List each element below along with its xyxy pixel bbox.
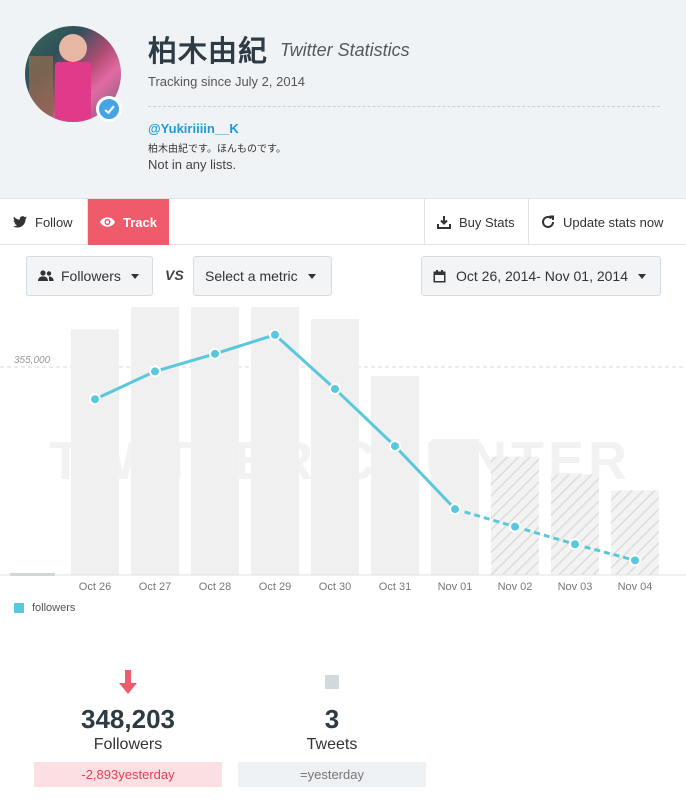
users-icon [38, 270, 54, 281]
twitter-bird-icon [13, 216, 27, 228]
twitter-handle-link[interactable]: @Yukiriiiin__K [148, 121, 239, 136]
series-line-segment [514, 525, 576, 546]
x-tick-label: Oct 29 [259, 581, 291, 593]
chart-bar[interactable] [311, 318, 359, 575]
tweets-change-suffix: yesterday [307, 767, 364, 782]
buy-stats-button[interactable]: Buy Stats [424, 199, 529, 245]
profile-header: 柏木由紀 Twitter Statistics Tracking since J… [0, 0, 686, 199]
chart-bar[interactable] [71, 329, 119, 575]
metric-primary-label: Followers [61, 268, 121, 284]
tweets-stat: 3 Tweets =yesterday [238, 668, 426, 787]
followers-count: 348,203 [81, 704, 175, 734]
square-icon [325, 675, 339, 689]
data-point[interactable] [149, 365, 161, 378]
followers-stat: 348,203 Followers -2,893yesterday [34, 668, 222, 787]
chart-bar[interactable] [491, 456, 539, 575]
update-stats-button[interactable]: Update stats now [529, 199, 686, 245]
series-line-segment [273, 333, 337, 391]
series-line-segment [333, 387, 397, 448]
followers-change-suffix: yesterday [118, 767, 175, 782]
metric-dropdown-secondary[interactable]: Select a metric [193, 256, 332, 296]
profile-name: 柏木由紀 [148, 36, 269, 68]
page-subtitle: Twitter Statistics [280, 40, 410, 60]
track-button[interactable]: Track [88, 199, 169, 245]
data-point[interactable] [389, 440, 401, 453]
follow-label: Follow [35, 214, 73, 230]
metric-secondary-label: Select a metric [205, 268, 298, 284]
x-tick-label: Nov 03 [558, 581, 593, 593]
lists-info: Not in any lists. [148, 157, 237, 172]
track-label: Track [123, 214, 157, 230]
data-point[interactable] [509, 520, 521, 533]
eye-icon [100, 217, 115, 227]
data-point[interactable] [329, 382, 341, 395]
follow-button[interactable]: Follow [0, 199, 88, 245]
tweets-label: Tweets [306, 736, 358, 753]
chevron-down-icon [307, 273, 316, 279]
metric-dropdown-primary[interactable]: Followers [26, 256, 153, 296]
action-toolbar: Follow Track Buy Stats Update stats now [0, 199, 686, 245]
header-divider [148, 106, 660, 107]
chart-bar[interactable] [551, 474, 599, 575]
data-point[interactable] [569, 538, 581, 551]
series-line-segment [454, 507, 516, 529]
chevron-down-icon [130, 273, 139, 279]
update-stats-label: Update stats now [563, 214, 664, 230]
tweets-change-value: = [300, 767, 308, 782]
series-line-segment [214, 333, 276, 356]
chevron-down-icon [638, 273, 646, 279]
date-range-label: Oct 26, 2014- Nov 01, 2014 [456, 268, 628, 284]
chart-bar[interactable] [191, 283, 239, 575]
series-line-segment [154, 352, 216, 373]
x-tick-label: Oct 26 [79, 581, 111, 593]
verified-badge-icon [96, 96, 122, 122]
x-tick-label: Oct 30 [319, 581, 351, 593]
chart-legend: followers [14, 602, 75, 614]
x-tick-label: Oct 27 [139, 581, 171, 593]
x-tick-label: Oct 31 [379, 581, 411, 593]
vs-label: VS [165, 267, 184, 283]
tracking-since: Tracking since July 2, 2014 [148, 74, 306, 89]
calendar-icon [433, 269, 446, 282]
tweets-change-badge: =yesterday [238, 762, 426, 787]
date-range-picker[interactable]: Oct 26, 2014- Nov 01, 2014 [421, 256, 661, 296]
x-tick-label: Nov 01 [438, 581, 473, 593]
refresh-icon [542, 215, 554, 228]
data-point[interactable] [209, 347, 221, 360]
x-tick-label: Oct 28 [199, 581, 231, 593]
chart-bar[interactable] [131, 301, 179, 575]
chart-bar[interactable] [251, 264, 299, 575]
download-icon [437, 216, 451, 229]
series-line-segment [94, 370, 156, 401]
series-line-segment [393, 445, 457, 511]
data-point[interactable] [89, 393, 101, 406]
data-point[interactable] [269, 328, 281, 341]
profile-bio: 柏木由紀です。ほんものです。 [148, 144, 286, 155]
buy-stats-label: Buy Stats [459, 214, 515, 230]
chart-controls: Followers Select a metric Oct 26, 2014- … [0, 245, 686, 307]
followers-change-badge: -2,893yesterday [34, 762, 222, 787]
chart-svg: TWITTER COUNTER 355,000 Oct 26 Oct 27 Oct … [0, 264, 686, 593]
legend-label: followers [32, 602, 76, 614]
avatar[interactable] [25, 26, 121, 122]
legend-swatch [14, 603, 24, 613]
series-line-segment [574, 542, 636, 562]
x-tick-label: Nov 02 [498, 581, 533, 593]
followers-label: Followers [93, 736, 163, 753]
followers-chart: TWITTER COUNTER 355,000 Oct 26 Oct 27 Oct … [0, 264, 686, 599]
tweets-count: 3 [324, 704, 340, 734]
chart-baseline-marker [10, 573, 55, 576]
data-point[interactable] [629, 554, 641, 567]
data-point[interactable] [449, 503, 461, 516]
x-tick-label: Nov 04 [618, 581, 653, 593]
y-tick-label: 355,000 [14, 355, 51, 366]
chart-bar[interactable] [371, 376, 419, 575]
followers-change-value: -2,893 [81, 767, 119, 782]
down-arrow-icon [119, 670, 137, 694]
